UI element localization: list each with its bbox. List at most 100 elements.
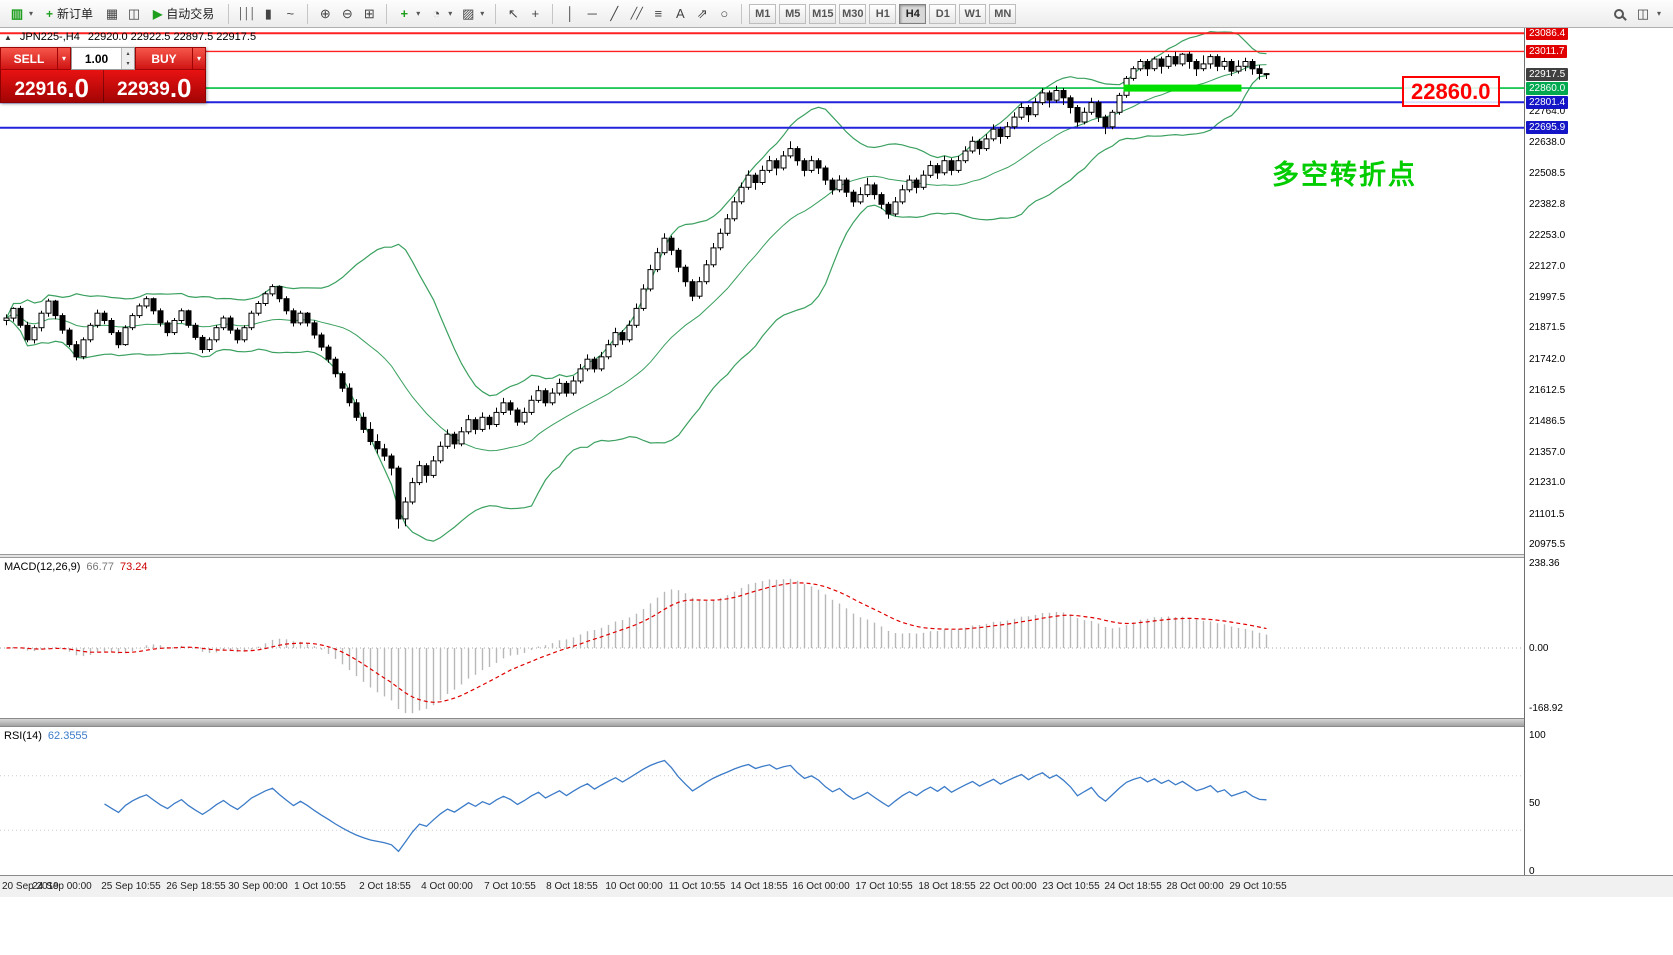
line-chart-icon[interactable]: ~ [286, 6, 295, 21]
toolbar-separator [386, 3, 388, 24]
buy-button[interactable]: BUY [135, 47, 193, 70]
horizontal-line-tool-icon[interactable]: ─ [587, 6, 597, 21]
turning-point-annotation[interactable]: 多空转折点 [1272, 160, 1417, 190]
axis-tick-label: 21871.5 [1529, 322, 1566, 334]
time-axis-label: 1 Oct 10:55 [294, 881, 346, 892]
timeframe-m15[interactable]: M15 [809, 3, 837, 24]
axis-tick-label: 22764.0 [1529, 106, 1566, 118]
cursor-icon[interactable]: ↖ [507, 5, 519, 21]
timeframe-m30[interactable]: M30 [839, 3, 867, 24]
periods-icon[interactable]: ◔ [432, 6, 441, 21]
axis-tick-label: 0 [1529, 866, 1535, 877]
vertical-line-tool-icon[interactable]: │ [566, 6, 575, 21]
axis-tick-label: 0.00 [1529, 643, 1549, 654]
volume-down-icon[interactable]: ▾ [122, 58, 134, 69]
timeframe-h1[interactable]: H1 [869, 3, 897, 24]
pane-separator-thick[interactable] [0, 718, 1673, 727]
macd-signal-value: 73.24 [119, 561, 148, 573]
time-axis-label: 4 Oct 00:00 [421, 881, 473, 892]
buy-dropdown-icon[interactable]: ▾ [193, 47, 206, 70]
volume-input[interactable] [72, 48, 121, 69]
indicators-dropdown-icon[interactable]: ▾ [416, 9, 421, 18]
new-order-icon: + [46, 6, 54, 21]
collapse-icon[interactable]: ▲ [4, 32, 12, 42]
sell-dropdown-icon[interactable]: ▾ [58, 47, 71, 70]
toolbar-separator [307, 3, 309, 24]
search-icon[interactable] [1609, 4, 1629, 24]
timeframe-mn[interactable]: MN [989, 3, 1017, 24]
sell-button[interactable]: SELL [0, 47, 58, 70]
axis-tick-label: 21231.0 [1529, 477, 1566, 489]
time-axis-label: 24 Oct 18:55 [1104, 881, 1162, 892]
auto-trading-button[interactable]: ▶ 自动交易 [146, 3, 221, 25]
one-click-trade-widget: SELL ▾ ▴ ▾ BUY ▾ 22916 .0 22939 .0 [0, 47, 206, 103]
timeframe-w1[interactable]: W1 [959, 3, 987, 24]
sell-price-main: 22916 [14, 79, 68, 100]
price-axis[interactable]: 22764.0 22638.0 22508.5 22382.8 22253.0 22127… [1524, 26, 1673, 877]
axis-tick-label: 21101.5 [1529, 508, 1565, 520]
main-chart-pane[interactable]: ▲ JPN225-,H4 22920.0 22922.5 22897.5 229… [0, 28, 1524, 554]
timeframe-d1[interactable]: D1 [929, 3, 957, 24]
candlestick-chart-icon[interactable]: ▮ [264, 5, 272, 21]
periods-dropdown-icon[interactable]: ▾ [448, 9, 453, 18]
axis-tick-label: 22127.0 [1529, 260, 1566, 272]
zoom-in-icon[interactable]: ⊕ [319, 5, 331, 21]
arrow-tool-icon[interactable]: ⇗ [696, 5, 708, 21]
axis-tick-label: 50 [1529, 798, 1541, 809]
templates-dropdown-icon[interactable]: ▾ [480, 9, 485, 18]
sell-price[interactable]: 22916 .0 [1, 70, 104, 102]
fibonacci-tool-icon[interactable]: ≡ [654, 6, 663, 21]
time-axis-label: 20 Sep 2019 [2, 881, 59, 892]
price-callout[interactable]: 22860.0 [1402, 76, 1500, 107]
pane-separator[interactable] [0, 554, 1673, 558]
macd-chart [0, 578, 1524, 714]
indicators-icon[interactable]: + [400, 6, 409, 21]
rsi-pane[interactable]: RSI(14) 62.3555 [0, 727, 1524, 875]
axis-tick-label: 22638.0 [1529, 136, 1566, 148]
channel-tool-icon[interactable]: ╱╱ [630, 8, 643, 20]
timeframe-h4[interactable]: H4 [899, 3, 927, 24]
time-axis-label: 23 Oct 10:55 [1042, 881, 1100, 892]
time-axis[interactable]: 20 Sep 2019 24 Sep 00:00 25 Sep 10:55 26 Se… [0, 875, 1673, 897]
axis-tick-label: 22253.0 [1529, 230, 1566, 241]
toolbar-separator [552, 3, 554, 24]
macd-pane[interactable]: MACD(12,26,9) 66.77 73.24 [0, 558, 1524, 718]
macd-value: 66.77 [86, 561, 114, 573]
grid-icon[interactable]: ⊞ [363, 5, 375, 21]
symbol-label: JPN225-,H4 [19, 31, 80, 43]
axis-tick-label: 22382.8 [1529, 198, 1566, 210]
shapes-tool-icon[interactable]: ○ [720, 6, 729, 21]
profiles-icon[interactable]: ▦ [105, 5, 119, 21]
new-chart-dropdown-icon[interactable]: ▾ [29, 9, 34, 18]
new-order-button[interactable]: + 新订单 [39, 3, 100, 25]
axis-tick-label: 21486.5 [1529, 415, 1566, 427]
zoom-out-icon[interactable]: ⊖ [341, 5, 353, 21]
windows-icon[interactable]: ◫ [1636, 5, 1650, 21]
chart-header: ▲ JPN225-,H4 22920.0 22922.5 22897.5 229… [4, 31, 256, 43]
timeframe-m5[interactable]: M5 [779, 3, 807, 24]
candlestick-chart[interactable] [0, 28, 1524, 554]
time-axis-label: 17 Oct 10:55 [855, 881, 913, 892]
price-badge: 22801.4 [1526, 95, 1569, 109]
axis-tick-label: 100 [1529, 730, 1546, 741]
axis-tick-label: 21997.5 [1529, 291, 1566, 303]
price-badge: 23086.4 [1526, 26, 1569, 40]
templates-icon[interactable]: ▨ [462, 5, 475, 21]
buy-price[interactable]: 22939 .0 [104, 70, 206, 102]
rsi-label: RSI(14) 62.3555 [4, 730, 88, 742]
auto-trading-label: 自动交易 [166, 7, 215, 21]
buy-price-main: 22939 [116, 79, 170, 100]
charts-window-icon[interactable]: ◫ [127, 5, 141, 21]
trendline-tool-icon[interactable]: ╱ [610, 5, 619, 21]
time-axis-label: 30 Sep 00:00 [228, 881, 288, 892]
bar-chart-icon[interactable]: │││ [237, 7, 256, 20]
toolbar: ▥ ▾ + 新订单 ▦ ◫ ▶ 自动交易 │││ ▮ ~ ⊕ ⊖ ⊞ + ▾ ◔… [0, 0, 1673, 28]
volume-up-icon[interactable]: ▴ [122, 48, 134, 59]
text-tool-icon[interactable]: A [675, 6, 685, 21]
new-chart-icon[interactable]: ▥ [10, 5, 24, 21]
crosshair-icon[interactable]: + [531, 6, 540, 21]
timeframe-m1[interactable]: M1 [749, 3, 777, 24]
autotrading-play-icon: ▶ [153, 6, 163, 21]
toolbar-separator [228, 3, 230, 24]
more-dropdown-icon[interactable]: ▾ [1657, 9, 1662, 18]
